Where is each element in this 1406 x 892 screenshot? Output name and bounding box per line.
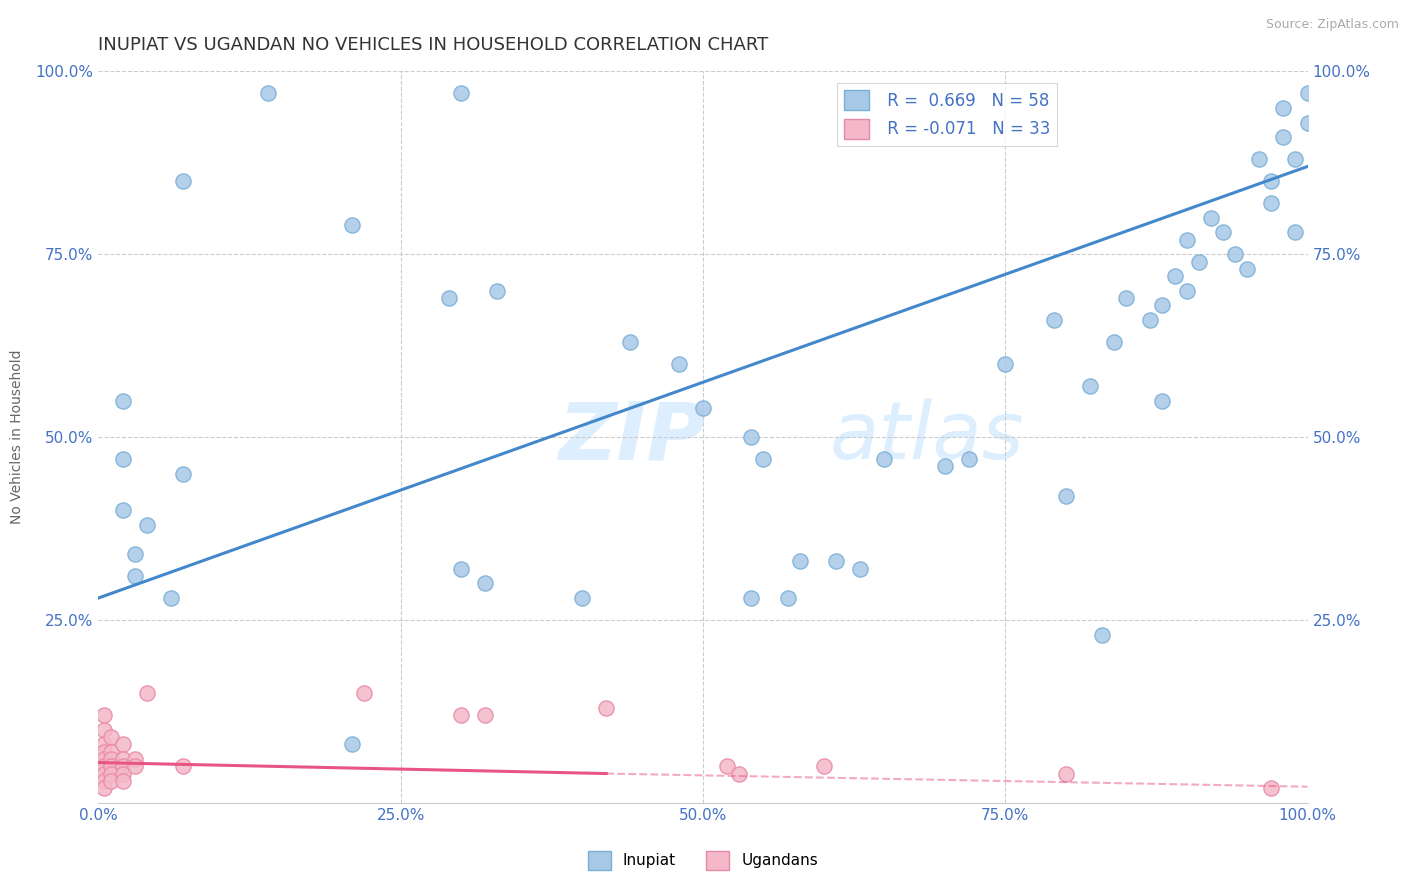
Point <box>957 452 980 467</box>
Point <box>172 759 194 773</box>
Point <box>1223 247 1246 261</box>
Point <box>111 773 134 788</box>
Point <box>111 393 134 408</box>
Point <box>474 576 496 591</box>
Point <box>1042 313 1064 327</box>
Point <box>668 357 690 371</box>
Point <box>619 334 641 349</box>
Point <box>100 745 122 759</box>
Point <box>93 773 115 788</box>
Point <box>740 591 762 605</box>
Point <box>100 752 122 766</box>
Point <box>1054 766 1077 780</box>
Point <box>1236 261 1258 276</box>
Point <box>1272 101 1295 115</box>
Point <box>1260 781 1282 796</box>
Point <box>135 517 157 532</box>
Point <box>1054 489 1077 503</box>
Point <box>93 781 115 796</box>
Point <box>740 430 762 444</box>
Point <box>437 291 460 305</box>
Point <box>450 87 472 101</box>
Point <box>752 452 775 467</box>
Point <box>124 547 146 561</box>
Point <box>486 284 509 298</box>
Point <box>342 218 364 232</box>
Point <box>93 745 115 759</box>
Point <box>450 562 472 576</box>
Point <box>789 554 811 568</box>
Point <box>1260 196 1282 211</box>
Point <box>111 766 134 780</box>
Point <box>111 752 134 766</box>
Point <box>934 459 956 474</box>
Point <box>111 759 134 773</box>
Point <box>100 773 122 788</box>
Point <box>1212 225 1234 239</box>
Point <box>571 591 593 605</box>
Point <box>825 554 848 568</box>
Legend: Inupiat, Ugandans: Inupiat, Ugandans <box>582 845 824 876</box>
Text: INUPIAT VS UGANDAN NO VEHICLES IN HOUSEHOLD CORRELATION CHART: INUPIAT VS UGANDAN NO VEHICLES IN HOUSEH… <box>98 36 769 54</box>
Point <box>1152 298 1174 312</box>
Point <box>111 737 134 751</box>
Point <box>93 766 115 780</box>
Text: ZIP: ZIP <box>558 398 706 476</box>
Text: Source: ZipAtlas.com: Source: ZipAtlas.com <box>1265 18 1399 31</box>
Point <box>692 401 714 415</box>
Point <box>111 452 134 467</box>
Point <box>93 752 115 766</box>
Point <box>873 452 896 467</box>
Point <box>1139 313 1161 327</box>
Point <box>1284 152 1306 166</box>
Point <box>342 737 364 751</box>
Point <box>1284 225 1306 239</box>
Point <box>124 759 146 773</box>
Point <box>1175 233 1198 247</box>
Point <box>111 503 134 517</box>
Point <box>1163 269 1185 284</box>
Point <box>353 686 375 700</box>
Point <box>595 700 617 714</box>
Point <box>728 766 751 780</box>
Point <box>1260 174 1282 188</box>
Point <box>1296 87 1319 101</box>
Point <box>813 759 835 773</box>
Point <box>1199 211 1222 225</box>
Point <box>776 591 799 605</box>
Point <box>1175 284 1198 298</box>
Point <box>994 357 1017 371</box>
Point <box>172 467 194 481</box>
Point <box>716 759 738 773</box>
Point <box>450 708 472 723</box>
Point <box>124 752 146 766</box>
Point <box>160 591 183 605</box>
Point <box>1272 130 1295 145</box>
Point <box>124 569 146 583</box>
Point <box>1115 291 1137 305</box>
Point <box>474 708 496 723</box>
Point <box>135 686 157 700</box>
Point <box>100 759 122 773</box>
Point <box>93 759 115 773</box>
Point <box>172 174 194 188</box>
Point <box>1078 379 1101 393</box>
Point <box>1091 627 1114 641</box>
Text: atlas: atlas <box>830 398 1025 476</box>
Point <box>1249 152 1271 166</box>
Point <box>1188 254 1211 268</box>
Point <box>100 766 122 780</box>
Point <box>1102 334 1125 349</box>
Y-axis label: No Vehicles in Household: No Vehicles in Household <box>10 350 24 524</box>
Point <box>93 737 115 751</box>
Point <box>1152 393 1174 408</box>
Point <box>256 87 278 101</box>
Point <box>100 730 122 744</box>
Point <box>1296 115 1319 129</box>
Point <box>93 708 115 723</box>
Point <box>93 723 115 737</box>
Point <box>849 562 872 576</box>
